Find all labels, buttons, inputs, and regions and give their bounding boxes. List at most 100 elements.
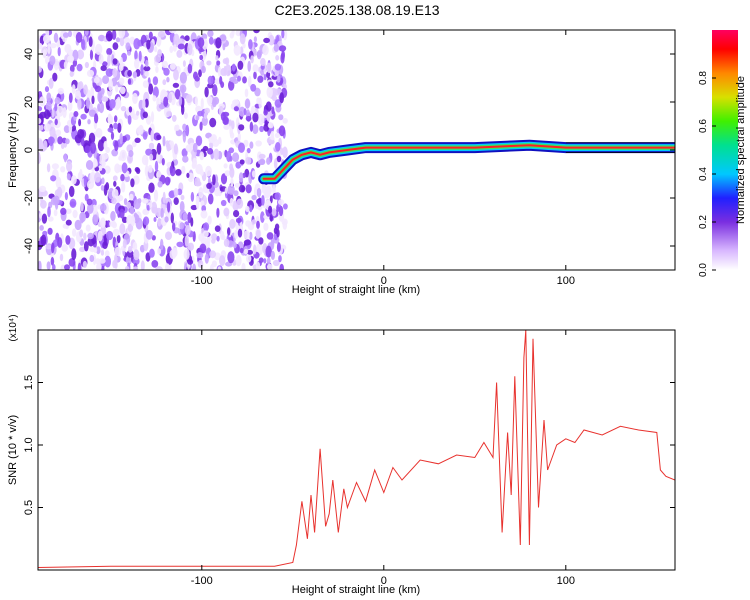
- noise-blob: [91, 95, 95, 105]
- y-tick-label: 40: [23, 48, 35, 60]
- noise-blob: [184, 35, 190, 42]
- noise-blob: [142, 208, 148, 215]
- noise-blob: [268, 205, 273, 214]
- noise-blob: [281, 30, 285, 39]
- noise-blob: [258, 237, 264, 245]
- noise-blob: [172, 82, 180, 88]
- noise-blob: [271, 208, 277, 217]
- x-tick-label: -100: [191, 575, 213, 587]
- noise-blob: [38, 106, 43, 112]
- noise-blob: [182, 131, 187, 143]
- noise-blob: [195, 115, 200, 121]
- noise-blob: [242, 76, 247, 84]
- noise-blob: [130, 178, 135, 188]
- noise-blob: [239, 247, 244, 254]
- noise-blob: [56, 186, 63, 199]
- noise-blob: [274, 223, 280, 231]
- noise-blob: [51, 163, 60, 170]
- noise-blob: [187, 43, 193, 56]
- noise-blob: [172, 114, 177, 122]
- noise-blob: [52, 195, 60, 205]
- colorbar-tick-label: 0.8: [698, 71, 709, 85]
- noise-blob: [145, 59, 149, 68]
- noise-blob: [102, 75, 110, 84]
- noise-blob: [162, 135, 166, 147]
- noise-blob: [190, 217, 194, 227]
- noise-blob: [38, 66, 42, 73]
- noise-blob: [194, 96, 198, 107]
- noise-blob: [252, 112, 259, 123]
- noise-blob: [164, 216, 169, 223]
- noise-blob: [201, 65, 206, 74]
- noise-blob: [163, 67, 170, 76]
- noise-blob: [234, 229, 239, 239]
- noise-blob: [127, 223, 134, 232]
- noise-blob: [95, 127, 103, 138]
- noise-blob: [238, 106, 246, 117]
- noise-blob: [268, 81, 274, 88]
- noise-blob: [215, 55, 219, 61]
- noise-blob: [229, 218, 236, 229]
- noise-blob: [77, 262, 82, 270]
- y-tick-label: 1.0: [23, 437, 35, 452]
- noise-blob: [134, 58, 140, 69]
- noise-blob: [229, 132, 235, 139]
- noise-blob: [74, 134, 83, 144]
- noise-blob: [162, 191, 166, 204]
- noise-blob: [57, 46, 61, 57]
- noise-blob: [200, 98, 204, 110]
- noise-blob: [251, 194, 257, 201]
- noise-blob: [227, 184, 235, 195]
- noise-blob: [148, 142, 155, 150]
- noise-blob: [263, 222, 269, 231]
- noise-blob: [220, 230, 225, 240]
- noise-blob: [237, 228, 243, 238]
- noise-blob: [41, 46, 48, 57]
- noise-blob: [142, 98, 146, 110]
- noise-blob: [243, 230, 250, 240]
- noise-blob: [182, 60, 186, 67]
- noise-blob: [62, 107, 67, 119]
- noise-blob: [41, 213, 48, 224]
- y-tick-label: -20: [23, 190, 35, 206]
- noise-blob: [101, 96, 109, 102]
- noise-blob: [124, 266, 130, 270]
- noise-blob: [117, 122, 122, 133]
- colorbar: 0.0 0.2 0.4 0.6 0.8 Normalized spectral ampl…: [698, 30, 747, 277]
- noise-blob: [195, 135, 203, 147]
- noise-blob: [111, 188, 119, 199]
- noise-blob: [83, 84, 88, 95]
- noise-blob: [146, 39, 151, 50]
- noise-blob: [201, 33, 208, 40]
- noise-blob: [256, 50, 262, 60]
- noise-blob: [129, 193, 134, 201]
- noise-blob: [216, 60, 221, 66]
- noise-blob: [110, 210, 116, 222]
- noise-blob: [198, 233, 205, 242]
- noise-blob: [220, 173, 228, 185]
- noise-blob: [169, 45, 174, 54]
- noise-blob: [249, 121, 254, 132]
- noise-blob: [232, 152, 240, 162]
- noise-blob: [212, 97, 217, 108]
- noise-blob: [183, 248, 190, 260]
- noise-blob: [89, 171, 97, 184]
- noise-blob: [255, 229, 261, 239]
- noise-blob: [270, 130, 275, 141]
- noise-blob: [243, 139, 249, 148]
- noise-blob: [46, 92, 52, 102]
- noise-blob: [212, 174, 216, 186]
- noise-blob: [90, 86, 95, 99]
- noise-blob: [200, 200, 205, 207]
- noise-blob: [61, 244, 68, 252]
- noise-blob: [207, 30, 214, 38]
- noise-blob: [90, 141, 97, 154]
- noise-blob: [112, 42, 119, 50]
- noise-blob: [274, 132, 280, 138]
- noise-blob: [177, 43, 185, 50]
- noise-blob: [103, 140, 108, 150]
- noise-blob: [150, 111, 155, 123]
- noise-blob: [100, 217, 106, 228]
- noise-blob: [224, 187, 228, 194]
- noise-blob: [38, 43, 43, 50]
